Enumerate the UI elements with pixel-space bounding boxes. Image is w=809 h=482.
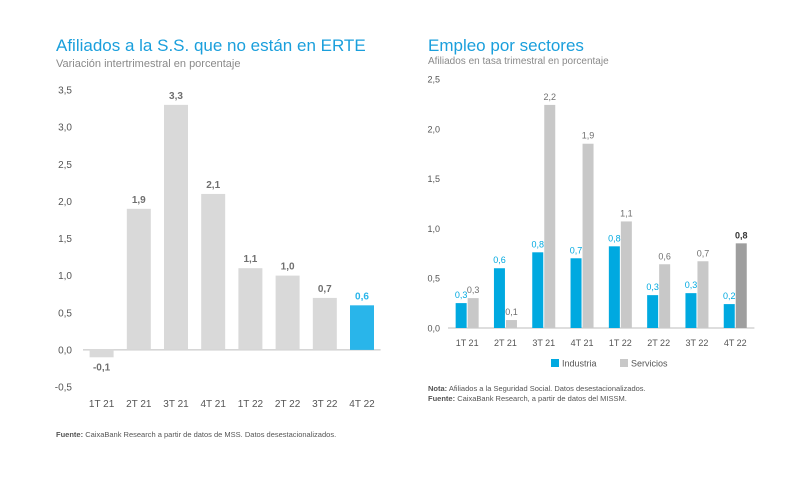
left-bar bbox=[126, 208, 151, 350]
left-x-tick-label: 4T 21 bbox=[201, 399, 227, 410]
left-data-label: -0,1 bbox=[93, 362, 111, 373]
right-data-label-servicios: 0,1 bbox=[505, 307, 518, 317]
left-x-tick-label: 1T 22 bbox=[238, 399, 264, 410]
left-source-text: CaixaBank Research a partir de datos de … bbox=[85, 430, 337, 439]
legend-swatch-industria bbox=[551, 359, 559, 367]
right-bar-servicios bbox=[620, 221, 632, 328]
left-y-tick-label: 1,0 bbox=[58, 271, 72, 282]
left-y-tick-label: -0,5 bbox=[55, 383, 73, 394]
right-y-tick-label: 0,0 bbox=[427, 324, 440, 334]
left-data-label: 1,0 bbox=[281, 262, 295, 273]
right-source-label: Fuente: bbox=[428, 394, 456, 403]
right-bar-servicios bbox=[505, 320, 517, 328]
note-text: Afiliados a la Seguridad Social. Datos d… bbox=[448, 384, 646, 393]
right-chart-title: Empleo por sectores bbox=[428, 36, 584, 55]
right-y-tick-label: 1,0 bbox=[427, 224, 440, 234]
right-bar-industria bbox=[723, 304, 735, 328]
right-bar-industria bbox=[455, 303, 467, 328]
left-data-label: 2,1 bbox=[206, 180, 220, 191]
left-y-tick-label: 3,5 bbox=[58, 86, 72, 97]
right-y-tick-label: 2,0 bbox=[427, 124, 440, 134]
right-data-label-servicios: 0,8 bbox=[735, 230, 748, 240]
left-y-tick-label: 0,5 bbox=[58, 308, 72, 319]
right-data-label-industria: 0,3 bbox=[646, 282, 659, 292]
left-y-tick-label: 2,0 bbox=[58, 197, 72, 208]
left-chart-subtitle: Variación intertrimestral en porcentaje bbox=[56, 58, 241, 70]
right-data-label-servicios: 1,1 bbox=[620, 208, 633, 218]
right-bar-industria bbox=[685, 293, 697, 328]
legend-label-servicios: Servicios bbox=[631, 359, 668, 369]
right-data-label-industria: 0,2 bbox=[723, 291, 736, 301]
right-y-tick-label: 0,5 bbox=[427, 274, 440, 284]
left-data-label: 1,1 bbox=[243, 254, 257, 265]
right-bar-servicios bbox=[697, 261, 709, 328]
right-y-tick-label: 2,5 bbox=[427, 75, 440, 85]
left-y-tick-label: 2,5 bbox=[58, 160, 72, 171]
right-x-tick-label: 3T 21 bbox=[532, 338, 555, 348]
right-bar-industria bbox=[647, 295, 659, 328]
right-y-tick-label: 1,5 bbox=[427, 174, 440, 184]
right-x-tick-label: 2T 22 bbox=[647, 338, 670, 348]
left-x-tick-label: 1T 21 bbox=[89, 399, 115, 410]
left-bar bbox=[275, 275, 300, 350]
right-source-text: CaixaBank Research, a partir de datos de… bbox=[457, 394, 627, 403]
left-bar bbox=[89, 349, 114, 358]
left-y-tick-label: 3,0 bbox=[58, 123, 72, 134]
right-bar-industria bbox=[570, 258, 582, 328]
right-bar-servicios bbox=[582, 143, 594, 328]
left-source-label: Fuente: bbox=[56, 430, 84, 439]
right-x-tick-label: 1T 21 bbox=[456, 338, 479, 348]
right-data-label-servicios: 0,3 bbox=[467, 285, 480, 295]
legend-swatch-servicios bbox=[620, 359, 628, 367]
left-chart-source: Fuente: CaixaBank Research a partir de d… bbox=[56, 430, 336, 440]
left-bar bbox=[350, 305, 374, 350]
left-bar bbox=[164, 104, 188, 350]
right-bar-servicios bbox=[544, 104, 556, 328]
right-x-tick-label: 3T 22 bbox=[686, 338, 709, 348]
left-bar bbox=[312, 297, 337, 350]
left-bar bbox=[238, 268, 263, 350]
left-y-tick-label: 1,5 bbox=[58, 234, 72, 245]
left-y-tick-label: 0,0 bbox=[58, 345, 72, 356]
left-x-tick-label: 3T 21 bbox=[163, 399, 189, 410]
right-bar-servicios bbox=[467, 298, 479, 328]
right-x-tick-label: 1T 22 bbox=[609, 338, 632, 348]
left-data-label: 1,9 bbox=[132, 195, 146, 206]
left-x-tick-label: 2T 22 bbox=[275, 399, 301, 410]
right-data-label-industria: 0,6 bbox=[493, 255, 506, 265]
left-bar bbox=[201, 193, 226, 350]
left-data-label: 0,6 bbox=[355, 291, 369, 302]
note-label: Nota: bbox=[428, 384, 448, 393]
right-bar-industria bbox=[493, 268, 505, 328]
right-x-tick-label: 4T 21 bbox=[571, 338, 594, 348]
left-x-tick-label: 3T 22 bbox=[312, 399, 338, 410]
right-x-tick-label: 4T 22 bbox=[724, 338, 747, 348]
right-data-label-industria: 0,8 bbox=[531, 239, 544, 249]
left-x-tick-label: 2T 21 bbox=[126, 399, 152, 410]
right-bar-servicios bbox=[735, 243, 747, 328]
right-data-label-industria: 0,3 bbox=[685, 280, 698, 290]
right-data-label-industria: 0,8 bbox=[608, 233, 621, 243]
right-x-tick-label: 2T 21 bbox=[494, 338, 517, 348]
right-chart-subtitle: Afiliados en tasa trimestral en porcenta… bbox=[428, 56, 609, 67]
right-chart-source: Fuente: CaixaBank Research, a partir de … bbox=[428, 394, 627, 404]
right-data-label-servicios: 0,6 bbox=[658, 251, 671, 261]
left-x-tick-label: 4T 22 bbox=[349, 399, 375, 410]
right-data-label-industria: 0,3 bbox=[455, 290, 468, 300]
right-data-label-industria: 0,7 bbox=[570, 245, 583, 255]
right-bar-industria bbox=[608, 246, 620, 328]
legend-label-industria: Industria bbox=[562, 359, 597, 369]
right-bar-industria bbox=[532, 252, 544, 328]
left-data-label: 3,3 bbox=[169, 91, 183, 102]
right-bar-servicios bbox=[659, 264, 671, 328]
right-data-label-servicios: 0,7 bbox=[697, 248, 710, 258]
left-data-label: 0,7 bbox=[318, 284, 332, 295]
right-chart-note: Nota: Afiliados a la Seguridad Social. D… bbox=[428, 384, 646, 394]
left-chart-title: Afiliados a la S.S. que no están en ERTE bbox=[56, 36, 366, 55]
right-data-label-servicios: 2,2 bbox=[543, 92, 556, 102]
right-data-label-servicios: 1,9 bbox=[582, 131, 595, 141]
